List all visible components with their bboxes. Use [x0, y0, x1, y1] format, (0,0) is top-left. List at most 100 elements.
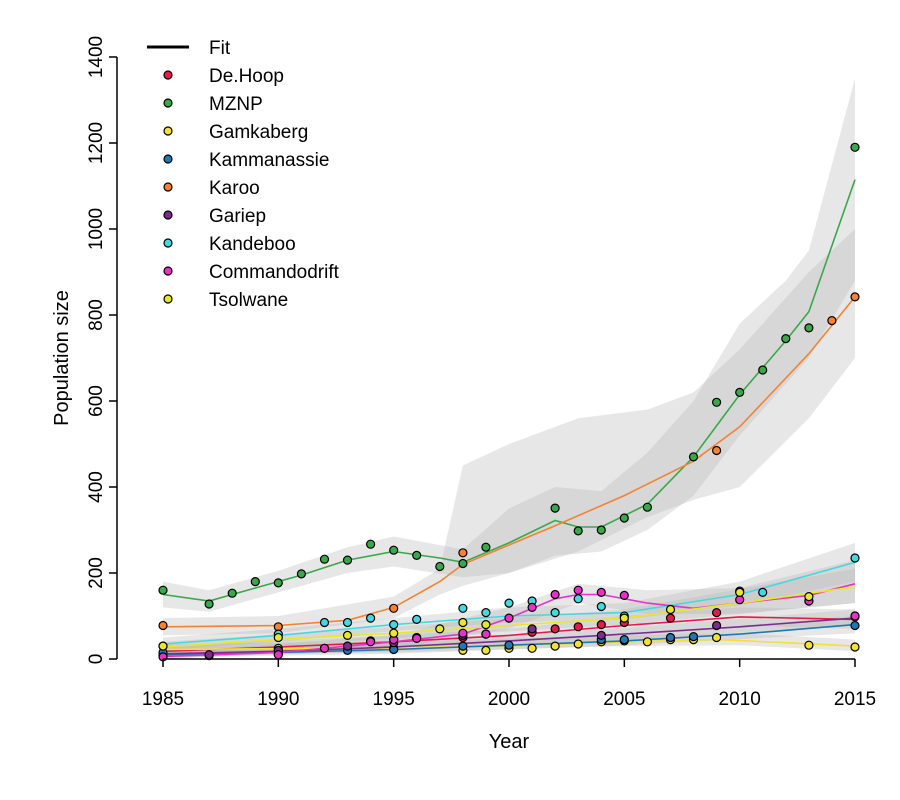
point-commandodrift: [481, 629, 491, 639]
point-gariep: [596, 630, 606, 641]
data-points: [158, 142, 860, 662]
y-tick-label: 1000: [86, 208, 107, 250]
point-mznp: [204, 599, 214, 609]
point-gamkaberg: [527, 643, 537, 653]
x-tick-label: 1995: [373, 689, 415, 710]
point-kandeboo: [389, 619, 399, 630]
legend-marker: [163, 294, 173, 304]
point-mznp: [412, 550, 422, 561]
point-tsolwane: [158, 641, 168, 651]
point-gariep: [342, 641, 353, 651]
band-karoo: [163, 229, 855, 636]
y-tick-label: 400: [86, 471, 107, 503]
point-karoo: [458, 548, 468, 558]
point-kandeboo: [758, 587, 768, 598]
legend-marker: [163, 210, 173, 220]
legend-marker: [163, 70, 173, 80]
legend-marker: [163, 98, 173, 108]
point-mznp: [550, 503, 560, 513]
point-mznp: [389, 545, 399, 555]
point-tsolwane: [458, 617, 468, 628]
point-kandeboo: [458, 603, 468, 613]
x-tick-label: 2005: [603, 689, 645, 710]
point-mznp: [781, 334, 791, 344]
point-kandeboo: [481, 607, 491, 618]
point-de-hoop: [665, 613, 676, 623]
point-commandodrift: [273, 650, 283, 660]
point-mznp: [642, 502, 653, 512]
point-mznp: [435, 561, 445, 572]
band-gariep: [163, 609, 855, 658]
point-tsolwane: [481, 619, 491, 630]
x-tick-label: 2010: [719, 689, 761, 710]
point-mznp: [227, 588, 237, 598]
point-mznp: [573, 526, 583, 536]
point-gamkaberg: [573, 639, 583, 649]
point-kammanassie: [504, 640, 514, 650]
point-mznp: [735, 387, 745, 397]
point-gamkaberg: [481, 645, 491, 656]
point-mznp: [758, 365, 768, 375]
point-karoo: [850, 292, 860, 302]
point-commandodrift: [573, 585, 583, 595]
y-tick-label: 1200: [86, 122, 107, 164]
point-gamkaberg: [550, 641, 560, 651]
y-tick-label: 800: [86, 299, 107, 331]
legend-fit-label: Fit: [209, 38, 231, 59]
point-mznp: [342, 555, 353, 565]
legend-marker: [163, 126, 173, 136]
axes: 1985 1990 1995 2000 2005 2010 2015 0 200 400 600 80…: [86, 36, 876, 710]
band-mznp: [163, 78, 855, 612]
x-tick-label: 1985: [142, 689, 184, 710]
band-de-hoop: [163, 607, 855, 656]
legend-label: Kammanassie: [209, 150, 329, 171]
y-tick-label: 200: [86, 557, 107, 589]
point-tsolwane: [342, 630, 353, 641]
point-commandodrift: [458, 628, 468, 638]
point-mznp: [319, 554, 330, 564]
legend-label: Karoo: [209, 178, 260, 199]
point-mznp: [458, 558, 468, 569]
y-axis-label: Population size: [51, 290, 73, 426]
point-tsolwane: [435, 624, 445, 634]
point-mznp: [804, 323, 814, 333]
legend: Fit De.Hoop MZNP Gamkaberg Kammanassie Karoo G…: [147, 38, 340, 311]
band-commandodrift: [163, 560, 855, 659]
point-mznp: [250, 576, 260, 587]
point-commandodrift: [504, 613, 514, 623]
x-tick-label: 2000: [488, 689, 530, 710]
point-kandeboo: [573, 594, 583, 604]
fit-line-mznp: [162, 179, 856, 602]
legend-label: Commandodrift: [209, 262, 340, 283]
point-kandeboo: [366, 613, 376, 623]
point-gariep: [711, 620, 722, 631]
point-kandeboo: [504, 598, 514, 608]
legend-label: MZNP: [209, 94, 263, 115]
point-gamkaberg: [711, 632, 722, 643]
point-commandodrift: [412, 633, 422, 644]
legend-label: Gariep: [209, 206, 266, 227]
point-kammanassie: [458, 641, 468, 651]
point-mznp: [481, 542, 491, 552]
y-tick-label: 600: [86, 385, 107, 417]
point-mznp: [273, 578, 283, 588]
point-karoo: [711, 445, 722, 456]
point-kandeboo: [596, 601, 606, 612]
point-mznp: [711, 397, 722, 407]
point-kandeboo: [342, 617, 353, 628]
point-gamkaberg: [850, 642, 860, 652]
point-commandodrift: [596, 587, 606, 598]
point-tsolwane: [804, 591, 814, 602]
point-tsolwane: [389, 628, 399, 638]
point-mznp: [619, 513, 629, 523]
legend-marker: [163, 266, 173, 276]
point-mznp: [688, 452, 699, 462]
point-gamkaberg: [642, 637, 653, 647]
legend-marker: [163, 154, 173, 164]
band-kandeboo: [163, 542, 855, 651]
point-commandodrift: [550, 589, 560, 600]
x-axis-label: Year: [489, 731, 530, 753]
point-de-hoop: [711, 607, 722, 618]
y-tick-label: 0: [86, 654, 107, 665]
legend-marker: [163, 238, 173, 248]
